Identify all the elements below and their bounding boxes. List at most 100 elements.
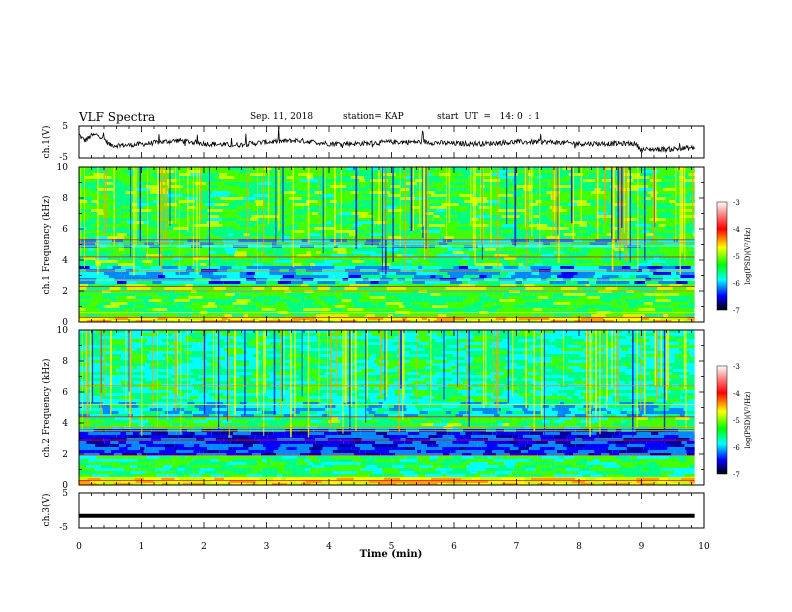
spectrogram-cell bbox=[644, 342, 662, 346]
spectrogram-cell bbox=[88, 342, 96, 346]
spectrogram-cell bbox=[513, 182, 529, 186]
spectrogram-cell bbox=[144, 414, 161, 418]
ch1-spectrogram bbox=[79, 167, 704, 322]
spectrogram-cell bbox=[435, 348, 443, 352]
spectrogram-cell bbox=[213, 411, 229, 415]
spectrogram-cell bbox=[129, 411, 142, 415]
spectrogram-cell bbox=[86, 287, 103, 291]
spectrogram-cell bbox=[601, 299, 613, 303]
spectrogram-cell bbox=[522, 408, 528, 412]
spectrogram-cell bbox=[641, 254, 655, 258]
spectrogram-cell bbox=[361, 293, 370, 297]
spectrogram-cell bbox=[503, 266, 519, 270]
spectrogram-cell bbox=[112, 227, 130, 231]
spectrogram-cell bbox=[374, 369, 384, 373]
spectrogram-cell bbox=[344, 333, 350, 337]
spectrogram-cell bbox=[286, 206, 304, 210]
spectrogram-cell bbox=[191, 336, 207, 340]
spectrogram-cell bbox=[181, 287, 193, 291]
spectrogram-cell bbox=[538, 203, 555, 207]
spectrogram-cell bbox=[368, 411, 376, 415]
spectrogram-cell bbox=[493, 305, 504, 309]
spectrogram-cell bbox=[393, 266, 407, 270]
spectrogram-cell bbox=[263, 263, 274, 267]
spectrogram-cell bbox=[310, 194, 316, 198]
spectrogram-cell bbox=[439, 176, 450, 180]
spectrogram-cell bbox=[146, 308, 153, 312]
spectrogram-cell bbox=[419, 206, 425, 210]
spectrogram-cell bbox=[196, 290, 208, 294]
spectrogram-cell bbox=[182, 257, 193, 261]
spectrogram-cell bbox=[303, 206, 312, 210]
spectrogram-cell bbox=[603, 317, 618, 321]
spectrogram-cell bbox=[79, 305, 96, 309]
spectrogram-cell bbox=[585, 299, 602, 303]
spectrogram-cell bbox=[364, 414, 374, 418]
spectrogram-cell bbox=[176, 387, 194, 391]
spectrogram-cell bbox=[486, 293, 504, 297]
spectrogram-cell bbox=[146, 239, 156, 243]
spectrogram-cell bbox=[348, 408, 356, 412]
spectrogram-cell bbox=[223, 281, 241, 285]
spectrogram-cell bbox=[121, 420, 132, 424]
spectrogram-cell bbox=[395, 290, 409, 294]
spectrogram-cell bbox=[554, 281, 567, 285]
spectrogram-cell bbox=[452, 239, 466, 243]
spectrogram-cell bbox=[491, 188, 503, 192]
spectrogram-cell bbox=[298, 381, 316, 385]
spectrogram-cell bbox=[172, 348, 185, 352]
spectrogram-cell bbox=[347, 218, 363, 222]
spectrogram-cell bbox=[359, 257, 365, 261]
spectrogram-cell bbox=[406, 420, 411, 424]
spectrogram-cell bbox=[238, 176, 253, 180]
spectrogram-cell bbox=[199, 272, 214, 276]
spectrogram-cell bbox=[423, 188, 437, 192]
spectrogram-cell bbox=[685, 254, 695, 258]
spectrogram-cell bbox=[542, 239, 558, 243]
spectrogram-cell bbox=[567, 354, 580, 358]
spectrogram-cell bbox=[481, 233, 493, 237]
spectrogram-cell bbox=[518, 381, 531, 385]
spectrogram-cell bbox=[406, 308, 413, 312]
spectrogram-cell bbox=[454, 230, 473, 234]
spectrogram-cell bbox=[193, 215, 200, 219]
spectrogram-cell bbox=[636, 218, 643, 222]
spectrogram-cell bbox=[176, 245, 191, 249]
spectrogram-cell bbox=[531, 272, 540, 276]
spectrogram-cell bbox=[169, 351, 180, 355]
spectrogram-cell bbox=[665, 396, 681, 400]
spectrogram-cell bbox=[641, 317, 649, 321]
spectrogram-cell bbox=[450, 366, 458, 370]
spectrogram-cell bbox=[680, 257, 686, 261]
spectrogram-cell bbox=[194, 194, 212, 198]
spectrogram-cell bbox=[392, 420, 398, 424]
spectrogram-cell bbox=[357, 203, 362, 207]
spectrogram-cell bbox=[202, 296, 217, 300]
spectrogram-cell bbox=[579, 396, 584, 400]
spectrogram-cell bbox=[236, 372, 253, 376]
spectrogram-cell bbox=[614, 296, 622, 300]
spectrogram-cell bbox=[124, 275, 142, 279]
spectrogram-cell bbox=[360, 399, 365, 403]
spectrogram-cell bbox=[227, 317, 235, 321]
spectrogram-cell bbox=[432, 173, 440, 177]
spectrogram-cell bbox=[84, 176, 95, 180]
spectrogram-cell bbox=[438, 314, 447, 318]
spectrogram-cell bbox=[396, 272, 406, 276]
spectrogram-cell bbox=[587, 287, 595, 291]
spectrogram-cell bbox=[332, 263, 342, 267]
spectrogram-cell bbox=[469, 381, 487, 385]
spectrogram-cell bbox=[141, 254, 147, 258]
spectrogram-cell bbox=[470, 330, 475, 334]
spectrogram-cell bbox=[207, 266, 220, 270]
spectrogram-cell bbox=[681, 296, 692, 300]
spectrogram-cell bbox=[344, 399, 352, 403]
spectrogram-cell bbox=[566, 317, 581, 321]
spectrogram-cell bbox=[190, 230, 207, 234]
spectrogram-cell bbox=[676, 423, 686, 427]
spectrogram-cell bbox=[222, 230, 233, 234]
spectrogram-cell bbox=[302, 224, 308, 228]
spectrogram-cell bbox=[149, 351, 160, 355]
spectrogram-cell bbox=[374, 221, 387, 225]
spectrogram-cell bbox=[386, 275, 400, 279]
